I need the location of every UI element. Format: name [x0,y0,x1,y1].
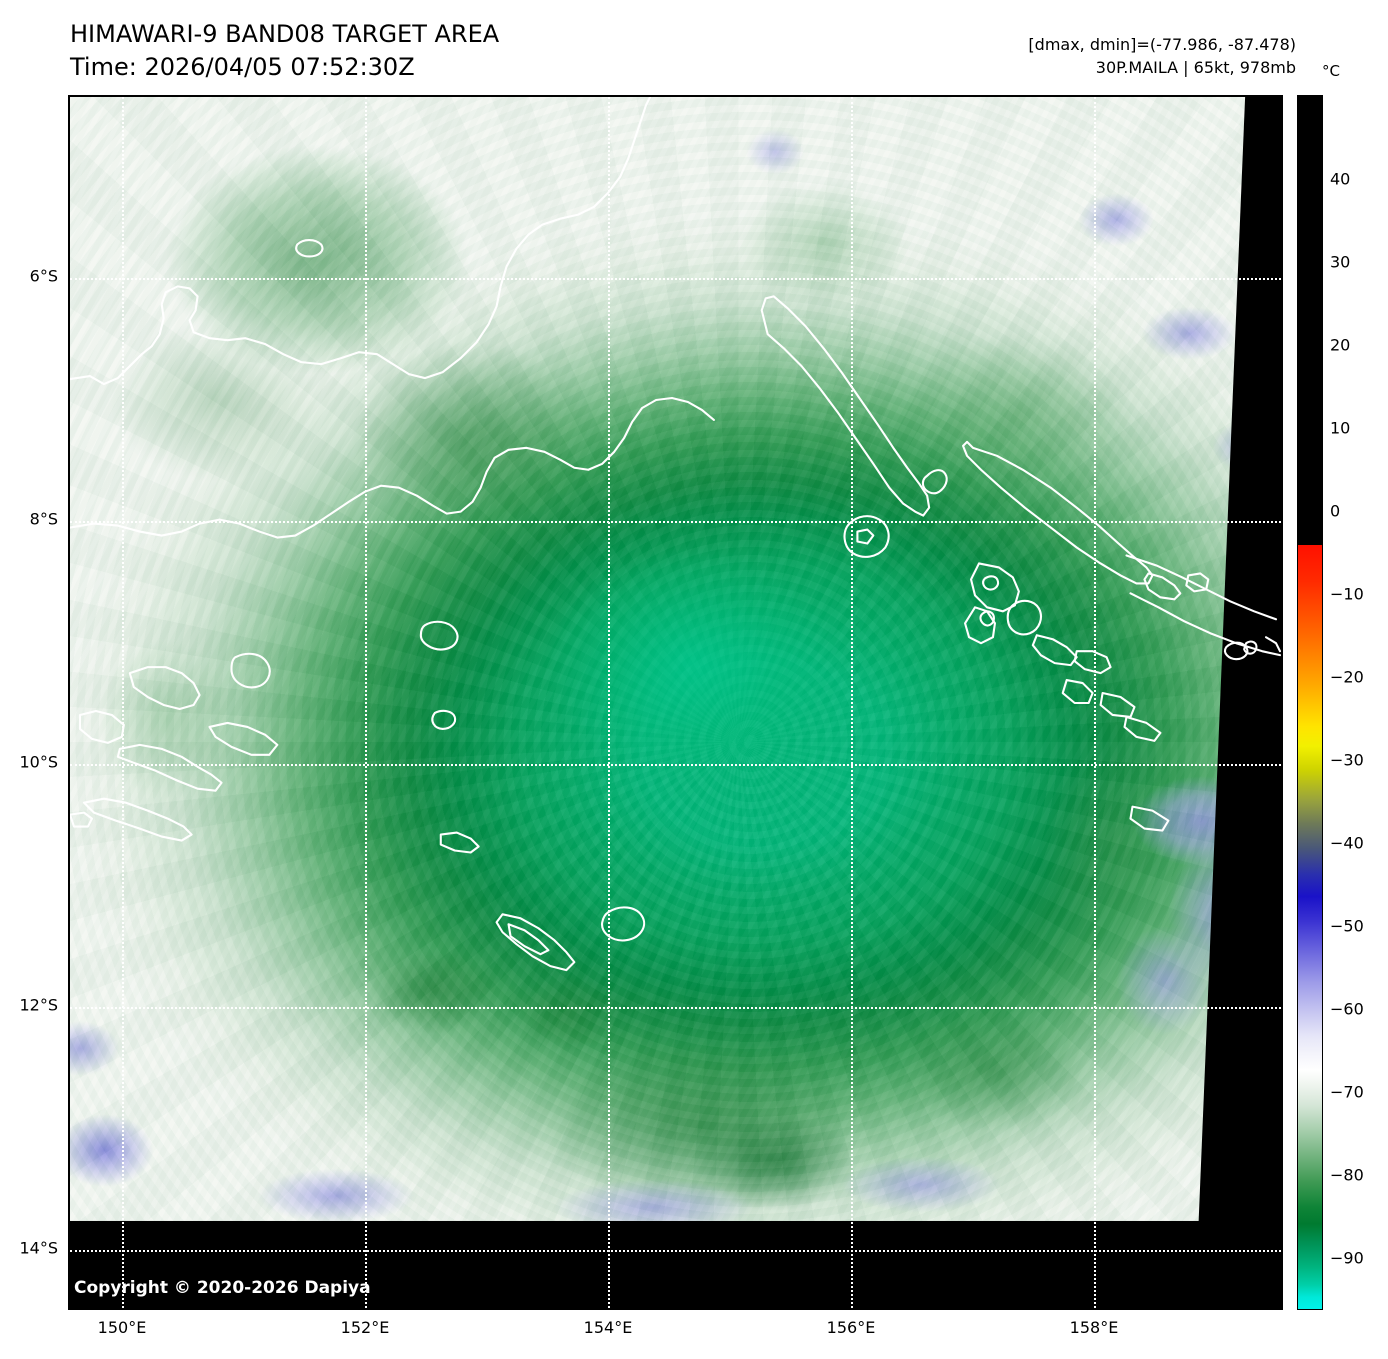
metadata-block: [dmax, dmin]=(-77.986, -87.478) 30P.MAIL… [1028,33,1296,79]
island-mid-ne-inner [856,528,875,545]
gridline-156E [851,97,853,1308]
storm-info-text: 30P.MAILA | 65kt, 978mb [1095,58,1296,77]
colorbar [1297,95,1323,1310]
cbar-tick-m20: −20 [1330,667,1364,687]
time-text: Time: 2026/04/05 07:52:30Z [70,53,415,81]
island-in-nodata-2 [1243,640,1258,655]
island-sw3 [208,721,279,756]
island-mid-ne [843,515,890,558]
xtick-158E: 158°E [1069,1318,1119,1337]
island-small-nw [295,238,324,258]
gridline-152E [365,97,367,1308]
island-se-group5 [1123,715,1162,742]
cbar-tick-m80: −80 [1330,1165,1364,1185]
bougainville-coast [962,440,1154,585]
island-se-group1 [1031,634,1078,667]
island-tiny-b [979,610,995,627]
coast-into-nodata-1 [1125,554,1278,621]
coastline-overlay [70,97,1281,972]
xtick-150E: 150°E [97,1318,147,1337]
island-sw5 [70,811,93,828]
gridline-8S [70,521,1281,523]
plot-inner [70,97,1281,1308]
xtick-156E: 156°E [826,1318,876,1337]
cbar-tick-m40: −40 [1330,833,1364,853]
coast-into-nodata-2 [1129,592,1281,657]
island-se-far [1129,805,1170,832]
cbar-tick-m50: −50 [1330,916,1364,936]
island-woodlark [128,666,201,711]
gridline-150E [122,97,124,1308]
gridline-14S [70,1250,1281,1252]
island-se-group4 [1099,691,1136,718]
gridline-10S [70,764,1281,766]
island-sw4 [82,797,193,842]
png-coast-south [70,396,715,539]
cbar-tick-30: 30 [1330,252,1351,272]
satellite-data-swath [70,97,1281,1221]
cbar-tick-m10: −10 [1330,584,1364,604]
cbar-tick-m70: −70 [1330,1082,1364,1102]
island-se-group2 [1073,650,1112,675]
xtick-154E: 154°E [583,1318,633,1337]
gridline-158E [1094,97,1096,1308]
xtick-152E: 152°E [340,1318,390,1337]
island-tiny-a [982,575,1000,591]
gridline-12S [70,1007,1281,1009]
cbar-tick-10: 10 [1330,418,1351,438]
island-sw1 [78,709,125,744]
coast-into-nodata-3 [1265,636,1281,653]
cbar-tick-m60: −60 [1330,999,1364,1019]
island-mid-w [419,620,459,651]
page-title: HIMAWARI-9 BAND08 TARGET AREA Time: 2026/… [70,18,499,84]
island-round [1006,599,1042,636]
cbar-tick-m90: −90 [1330,1248,1364,1268]
eye-core-layer [70,97,1281,1221]
island-dentrecasteaux [230,652,271,689]
island-in-nodata [1224,641,1249,661]
png-coast-north [70,97,652,386]
island-se-group3 [1061,679,1094,705]
cbar-tick-20: 20 [1330,335,1351,355]
title-text: HIMAWARI-9 BAND08 TARGET AREA [70,20,500,48]
island-rennell [601,906,646,942]
colorbar-unit-label: °C [1322,62,1340,80]
satellite-image-plot [68,95,1283,1310]
island-mid-w2 [431,709,457,730]
dminmax-text: [dmax, dmin]=(-77.986, -87.478) [1028,35,1296,54]
island-guadalcanal [495,913,576,972]
copyright-text: Copyright © 2020-2026 Dapiya [74,1278,371,1298]
new-ireland-coast [760,295,931,517]
island-tip [921,469,948,495]
gridline-6S [70,278,1281,280]
island-guadalcanal-inner [507,923,550,956]
island-sw2 [116,743,223,792]
gridline-154E [608,97,610,1308]
cbar-tick-m30: −30 [1330,750,1364,770]
island-santa-isabel [963,606,996,645]
island-buka [1143,572,1182,601]
cbar-tick-40: 40 [1330,169,1351,189]
island-rennell-w [439,831,480,854]
cbar-tick-0: 0 [1330,501,1341,521]
